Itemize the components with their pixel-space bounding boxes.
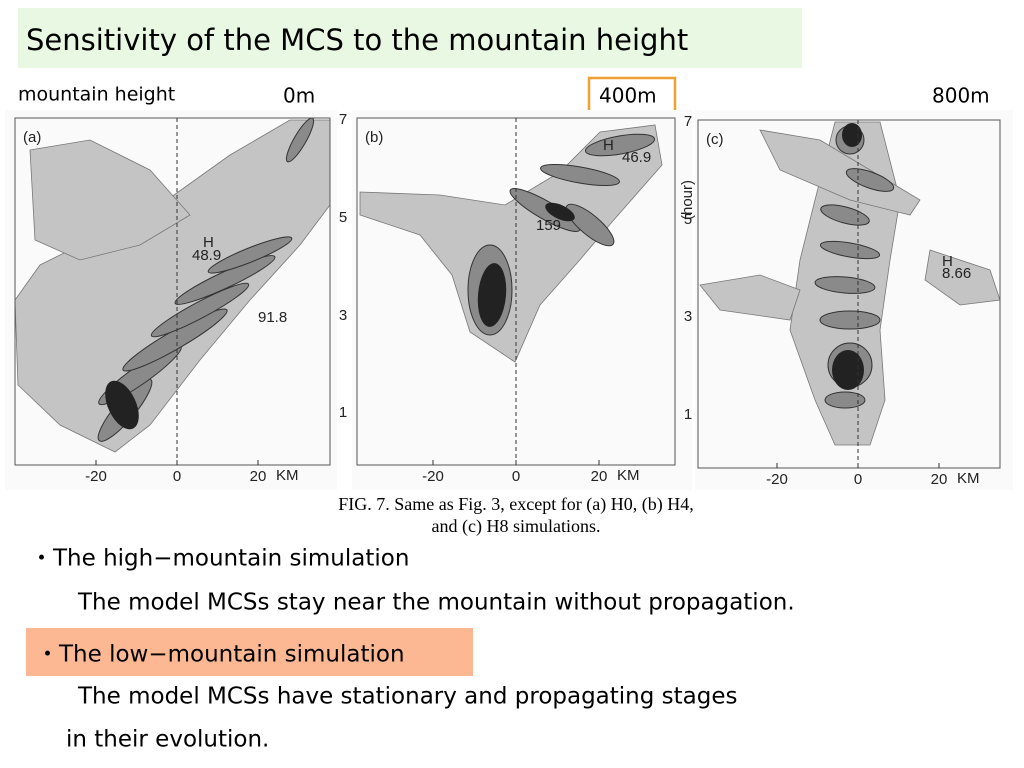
caption-line: FIG. 7. Same as Fig. 3, except for (a) H… (338, 494, 693, 515)
contour-band (584, 133, 656, 157)
bullet-body: The model MCSs stay near the mountain wi… (77, 590, 795, 616)
y-tick-label: 5 (339, 209, 347, 226)
shaded-region (14, 119, 331, 453)
contour-core (842, 123, 862, 147)
y-tick-label: 7 (684, 113, 692, 130)
annotation: H (603, 137, 614, 154)
x-unit: KM (276, 467, 299, 484)
contour-band (509, 188, 581, 232)
row-label: mountain height (18, 84, 175, 106)
bullet-heading: ・The high−mountain simulation (30, 546, 409, 572)
y-tick-label: 7 (339, 111, 347, 128)
contour-band (150, 282, 250, 338)
y-tick-label: 1 (339, 404, 347, 421)
contour-core (477, 263, 507, 327)
annotation: H (942, 253, 953, 270)
annotation: 48.9 (192, 247, 221, 264)
annotation: 8.66 (942, 265, 971, 282)
bullet-heading: ・The low−mountain simulation (36, 642, 405, 668)
highlight-box (587, 76, 677, 114)
annotation: 91.8 (258, 309, 287, 326)
x-tick-label: 20 (931, 471, 948, 488)
x-tick-label: -20 (85, 468, 107, 485)
annotation: 46.9 (622, 149, 651, 166)
x-tick-label: -20 (766, 471, 788, 488)
contour-band (845, 168, 895, 192)
panel-frame (697, 119, 1001, 469)
caption-line: and (c) H8 simulations. (432, 516, 601, 537)
contour-core (105, 380, 139, 430)
x-unit: KM (957, 470, 980, 487)
bullet-body: The model MCSs have stationary and propa… (77, 684, 738, 710)
contour-band (207, 236, 293, 274)
caption-box (298, 490, 735, 542)
annotation: H (203, 234, 214, 251)
panel-label: (a) (23, 129, 41, 146)
x-unit: KM (617, 467, 640, 484)
shaded-region (699, 274, 801, 321)
y-tick-label: 3 (339, 307, 347, 324)
y-tick-label: 3 (684, 308, 692, 325)
title-box (18, 8, 802, 68)
x-tick-label: 0 (173, 468, 181, 485)
x-tick-label: 20 (591, 468, 608, 485)
annotation: 159 (536, 217, 561, 234)
contour-band (819, 240, 881, 260)
panel-label: (b) (365, 129, 383, 146)
x-tick-label: 20 (250, 468, 267, 485)
contour-band (820, 204, 870, 226)
contour-band (819, 310, 881, 330)
contour-band (174, 255, 276, 305)
y-tick-label: 5 (684, 211, 692, 228)
height-label: 0m (283, 84, 315, 108)
contour-band (814, 276, 876, 294)
highlight-box (26, 628, 473, 676)
shaded-region (759, 129, 921, 216)
panel-frame (14, 117, 331, 466)
shaded-region (924, 249, 1001, 306)
contour-core (832, 350, 864, 390)
contour-core (545, 202, 575, 222)
x-tick-label: -20 (422, 468, 444, 485)
title: Sensitivity of the MCS to the mountain h… (26, 23, 688, 57)
contour-band (824, 391, 866, 409)
x-tick-label: 0 (854, 471, 862, 488)
height-label: 400m (599, 84, 657, 108)
y-axis-label: (hour) (679, 180, 696, 220)
y-tick-label: 1 (684, 406, 692, 423)
panel-label: (c) (706, 131, 724, 148)
x-tick-label: 0 (512, 468, 520, 485)
shaded-region (29, 139, 191, 261)
contour-band (540, 163, 620, 187)
contour-band (565, 203, 615, 247)
height-label: 800m (932, 84, 990, 108)
bullet-body: in their evolution. (66, 727, 269, 753)
